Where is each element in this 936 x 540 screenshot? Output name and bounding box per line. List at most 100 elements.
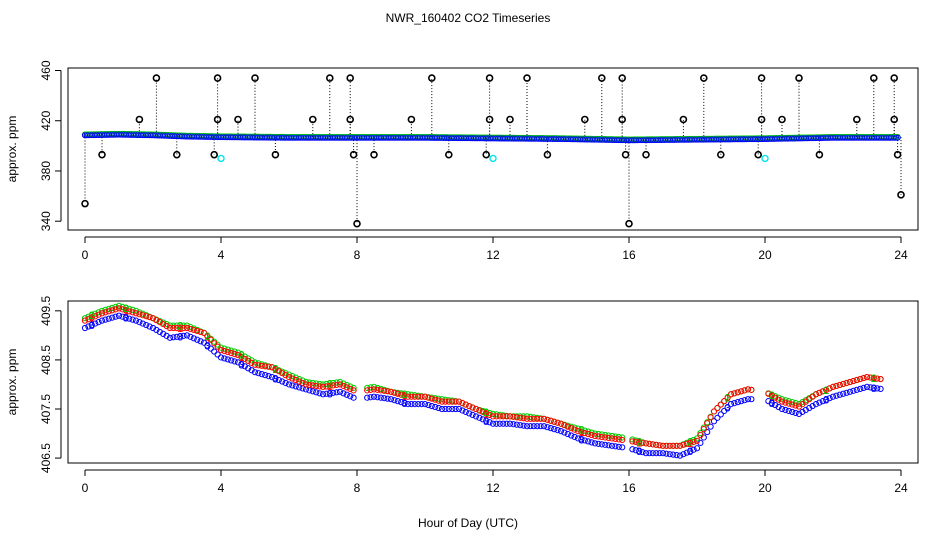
series-2-point xyxy=(343,381,350,389)
spike-point xyxy=(173,150,181,159)
series-3-point xyxy=(833,392,840,399)
series-3-point xyxy=(119,313,126,320)
series-1-point xyxy=(591,432,599,440)
series-1-point xyxy=(438,398,446,405)
spike-point xyxy=(407,115,416,124)
top-x-tick-label: 16 xyxy=(622,248,636,262)
series-3-point xyxy=(231,358,238,365)
spike-point xyxy=(543,150,552,159)
spike-point xyxy=(506,115,514,124)
series-3-point xyxy=(517,422,524,429)
series-3-point xyxy=(401,400,408,407)
series-1-point xyxy=(659,442,667,449)
series-2-glyph: 2 xyxy=(327,378,333,390)
series-1-point xyxy=(211,340,218,347)
bottom-y-tick-label: 406.5 xyxy=(39,443,53,473)
series-1-point xyxy=(578,428,585,436)
series-1-point xyxy=(384,388,391,395)
series-1-point xyxy=(503,413,510,420)
series-3-point xyxy=(588,439,595,446)
bottom-plot-frame xyxy=(67,300,919,464)
spike-point xyxy=(890,74,899,82)
series-3-point xyxy=(874,385,881,392)
series-1-point xyxy=(428,395,435,402)
series-3-point xyxy=(857,385,864,392)
series-1-point xyxy=(350,387,357,394)
series-3-point xyxy=(581,437,588,444)
series-2-glyph: 2 xyxy=(871,373,877,385)
series-1-point xyxy=(370,386,378,393)
series-3-point xyxy=(483,417,490,424)
series-1-point xyxy=(812,391,820,398)
series-1-point xyxy=(670,442,677,449)
spike-point xyxy=(795,74,803,82)
series-3-glyph: 3 xyxy=(327,388,333,400)
series-3-point xyxy=(513,421,520,428)
series-3-point xyxy=(449,405,456,413)
spike-point xyxy=(893,150,902,159)
series-1-point xyxy=(163,322,170,330)
series-3-point xyxy=(472,413,480,420)
series-1-point xyxy=(248,359,255,366)
series-3-point xyxy=(391,397,398,404)
spike-point xyxy=(346,115,355,124)
series-2-point xyxy=(248,357,255,364)
series-1-point xyxy=(537,415,544,422)
series-1-point xyxy=(564,423,571,430)
series-1-point xyxy=(347,385,354,392)
series-2-point xyxy=(85,313,92,320)
series-3-point xyxy=(547,425,554,432)
series-1-point xyxy=(707,414,714,421)
series-3-point xyxy=(687,448,694,455)
series-1-point xyxy=(574,427,582,435)
series-3-point xyxy=(540,423,548,430)
series-1-point xyxy=(177,324,184,332)
series-1-point xyxy=(846,378,854,386)
series-1-point xyxy=(204,333,211,340)
series-2-point xyxy=(289,373,296,380)
series-3-point xyxy=(343,391,350,398)
series-1-point xyxy=(143,313,150,320)
series-3-point xyxy=(802,406,809,414)
series-3-point xyxy=(129,316,136,323)
series-2-point xyxy=(95,309,102,316)
series-3-point xyxy=(289,382,296,389)
series-3-glyph: 3 xyxy=(123,313,129,325)
series-3-point xyxy=(636,448,643,455)
bottom-y-axis-title: approx. ppm xyxy=(5,349,19,416)
spike-point xyxy=(234,115,242,124)
series-3-point xyxy=(469,411,476,418)
series-3-point xyxy=(347,393,354,400)
series-1-point xyxy=(727,391,735,398)
series-1-glyph: 1 xyxy=(204,331,210,343)
series-1-point xyxy=(132,310,140,317)
series-3-point xyxy=(731,400,738,407)
series-1-point xyxy=(656,442,663,449)
cyan-point xyxy=(217,154,225,163)
series-3-glyph: 3 xyxy=(272,374,278,386)
series-3-point xyxy=(462,408,469,416)
series-3-point xyxy=(544,424,551,431)
series-1-point xyxy=(748,386,755,393)
series-3-point xyxy=(217,354,225,361)
bottom-x-tick-label: 16 xyxy=(622,481,636,495)
series-3-point xyxy=(136,319,143,326)
series-1-point xyxy=(234,351,242,359)
series-2-glyph: 2 xyxy=(578,425,584,437)
series-1-point xyxy=(697,431,704,439)
series-3-point xyxy=(224,356,231,363)
series-2-point xyxy=(778,396,786,403)
series-2-glyph: 2 xyxy=(769,390,775,402)
series-3-point xyxy=(234,359,242,366)
series-1-glyph: 1 xyxy=(871,373,877,385)
series-3-point xyxy=(265,373,272,380)
series-1-point xyxy=(279,370,286,377)
series-2-point xyxy=(697,429,704,437)
series-3-point xyxy=(183,332,191,339)
series-1-point xyxy=(265,363,272,370)
series-2-glyph: 2 xyxy=(636,436,642,448)
spike-point xyxy=(621,150,630,159)
series-3-point xyxy=(387,396,395,403)
series-1-point xyxy=(330,382,337,389)
